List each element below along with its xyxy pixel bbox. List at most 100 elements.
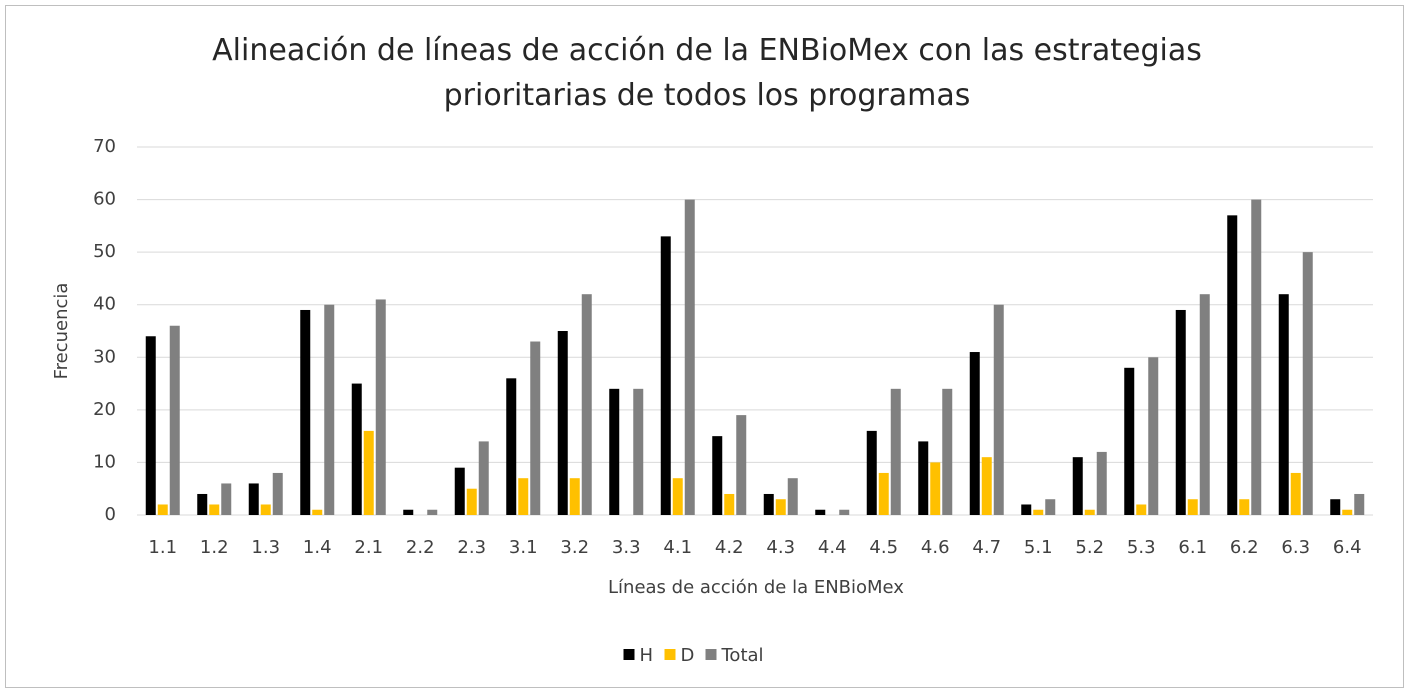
bar: [569, 478, 580, 515]
bar: [169, 325, 180, 515]
bar: [866, 430, 877, 515]
x-tick-label: 4.2: [715, 537, 744, 558]
y-axis-label: Frecuencia: [51, 283, 72, 380]
chart-title: Alineación de líneas de acción de la ENB…: [212, 33, 1202, 113]
bar: [763, 493, 774, 515]
x-tick-label: 6.2: [1230, 537, 1259, 558]
bar: [312, 509, 323, 515]
bar: [197, 493, 208, 515]
bar: [221, 483, 232, 515]
bar: [260, 504, 271, 515]
bar: [787, 478, 798, 515]
bar: [609, 388, 620, 515]
y-tick-label: 60: [93, 189, 116, 210]
bar: [1072, 457, 1083, 515]
x-tick-label: 6.1: [1178, 537, 1207, 558]
bar: [506, 378, 517, 515]
bar: [1187, 499, 1198, 515]
bar: [633, 388, 644, 515]
bar: [890, 388, 901, 515]
bar: [1033, 509, 1044, 515]
bar: [1199, 294, 1210, 515]
legend-label: H: [640, 645, 654, 666]
bar: [724, 493, 735, 515]
legend-label: Total: [721, 645, 764, 666]
bar: [375, 299, 386, 515]
y-tick-label: 0: [105, 504, 116, 525]
x-tick-label: 4.3: [766, 537, 795, 558]
bar: [1342, 509, 1353, 515]
bar: [672, 478, 683, 515]
bar: [530, 341, 541, 515]
bar: [1021, 504, 1032, 515]
y-tick-label: 70: [93, 136, 116, 157]
x-tick-label: 3.1: [509, 537, 538, 558]
bar: [466, 488, 477, 515]
bar: [993, 304, 1004, 515]
bar: [1227, 215, 1238, 516]
bar: [324, 304, 335, 515]
x-tick-label: 6.4: [1333, 537, 1362, 558]
x-tick-label: 2.3: [457, 537, 486, 558]
x-tick-label: 2.1: [354, 537, 383, 558]
legend-label: D: [681, 645, 695, 666]
bar: [839, 509, 850, 515]
bar: [454, 467, 465, 515]
x-tick-label: 3.3: [612, 537, 641, 558]
bar: [1354, 493, 1365, 515]
bar: [736, 415, 747, 515]
x-tick-label: 4.1: [663, 537, 692, 558]
bar: [930, 462, 941, 515]
bar: [300, 309, 311, 515]
x-tick-label: 6.3: [1281, 537, 1310, 558]
bar: [969, 352, 980, 515]
x-tick-label: 1.2: [200, 537, 229, 558]
bar: [1290, 472, 1301, 515]
x-tick-label: 3.2: [560, 537, 589, 558]
bar: [478, 441, 489, 515]
legend-swatch: [664, 649, 676, 660]
bar: [1124, 367, 1135, 515]
bar: [775, 499, 786, 515]
x-tick-label: 2.2: [406, 537, 435, 558]
bar: [1239, 499, 1250, 515]
bar: [518, 478, 529, 515]
bar: [942, 388, 953, 515]
chart-frame: [5, 5, 1404, 688]
bar: [815, 509, 826, 515]
bar: [272, 472, 283, 515]
x-tick-label: 1.1: [148, 537, 177, 558]
bar: [660, 236, 671, 515]
bar: [1045, 499, 1056, 515]
x-axis-label: Líneas de acción de la ENBioMex: [608, 577, 904, 598]
bar: [981, 457, 992, 515]
bar: [1302, 252, 1313, 515]
bar: [403, 509, 414, 515]
bar: [1330, 499, 1341, 515]
x-tick-label: 4.6: [921, 537, 950, 558]
bar: [918, 441, 929, 515]
y-tick-label: 50: [93, 241, 116, 262]
x-tick-label: 1.4: [303, 537, 332, 558]
bar: [712, 436, 723, 515]
bar: [557, 331, 568, 515]
bar: [157, 504, 168, 515]
y-tick-label: 40: [93, 294, 116, 315]
bar: [1096, 451, 1107, 515]
x-tick-label: 4.5: [869, 537, 898, 558]
y-tick-label: 30: [93, 346, 116, 367]
legend-swatch: [705, 649, 717, 660]
legend-swatch: [623, 649, 635, 660]
bar: [1251, 199, 1262, 516]
bar: [1175, 309, 1186, 515]
bar: [363, 430, 374, 515]
y-tick-label: 20: [93, 399, 116, 420]
bar: [351, 383, 362, 515]
bar: [1084, 509, 1095, 515]
y-tick-label: 10: [93, 451, 116, 472]
x-tick-label: 5.1: [1024, 537, 1053, 558]
bar: [427, 509, 438, 515]
bar: [209, 504, 220, 515]
